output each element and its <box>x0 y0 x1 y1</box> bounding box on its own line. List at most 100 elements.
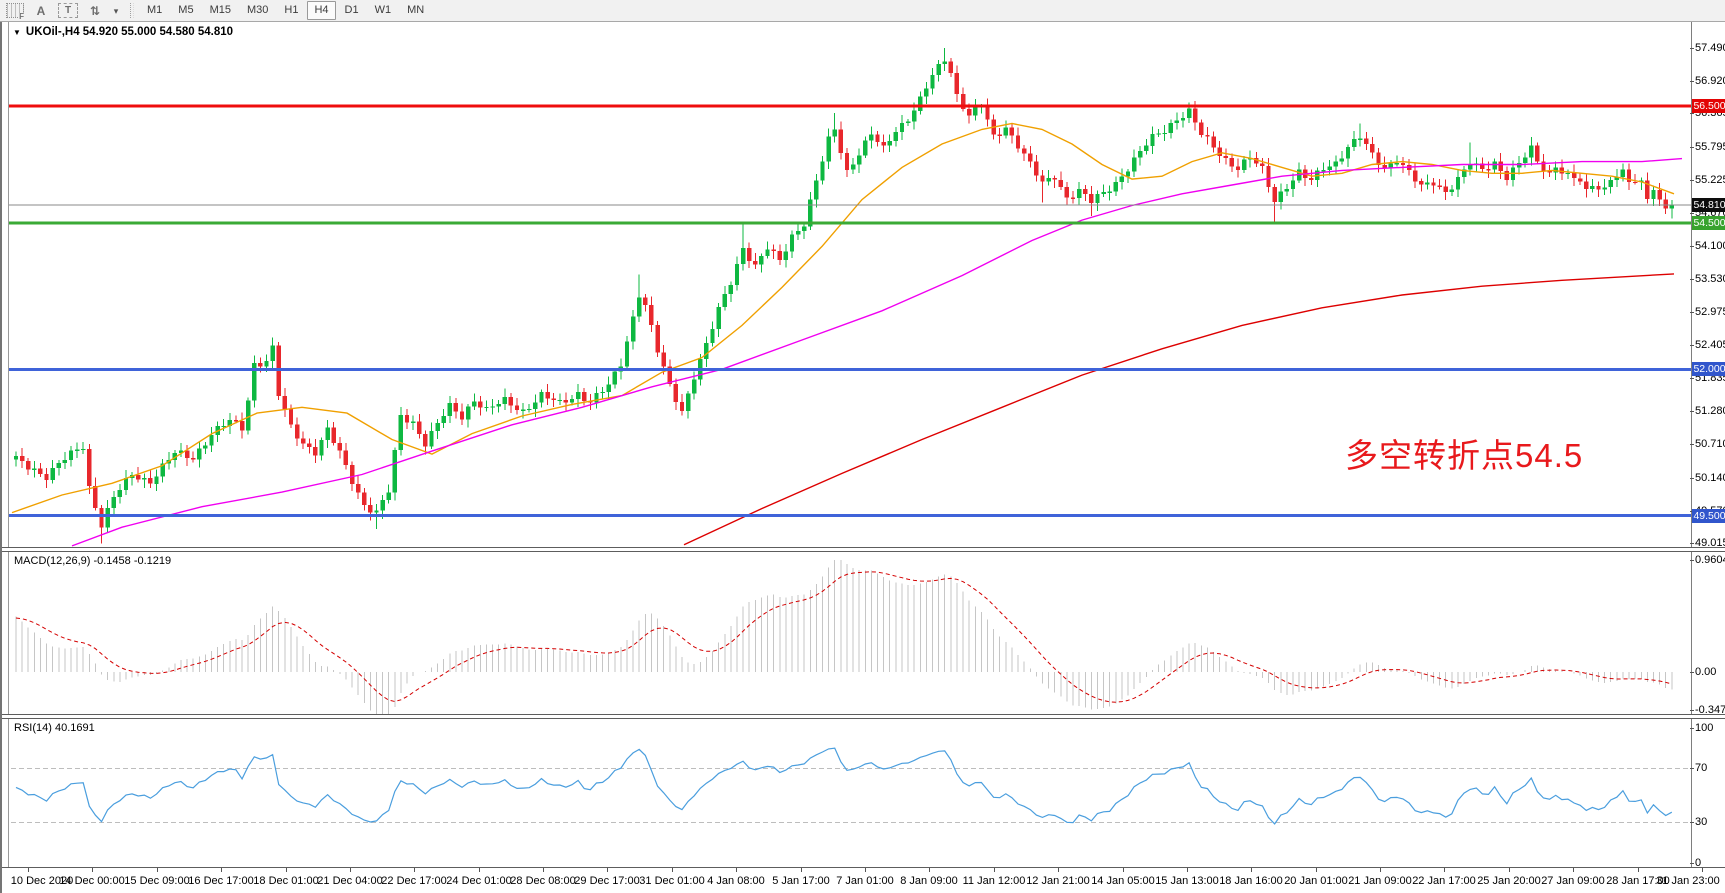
date-label: 21 Jan 09:00 <box>1348 875 1412 887</box>
price-tick-label: 52.405 <box>1690 339 1725 351</box>
date-label: 14 Jan 05:00 <box>1091 875 1155 887</box>
price-tick-label: 55.225 <box>1690 174 1725 186</box>
date-label: 16 Dec 17:00 <box>188 875 254 887</box>
date-label: 7 Jan 01:00 <box>836 875 894 887</box>
price-level-badge: 54.500 <box>1692 216 1725 230</box>
date-tick-mark <box>1251 868 1252 872</box>
price-tick-label: 54.100 <box>1690 240 1725 252</box>
date-tick-mark <box>1573 868 1574 872</box>
date-label: 28 Dec 08:00 <box>510 875 576 887</box>
date-label: 25 Jan 20:00 <box>1477 875 1541 887</box>
text-label-icon[interactable]: A <box>36 3 46 18</box>
date-label: 21 Dec 04:00 <box>317 875 383 887</box>
date-tick-mark <box>286 868 287 872</box>
date-label: 5 Jan 17:00 <box>772 875 830 887</box>
price-tick-label: 55.795 <box>1690 141 1725 153</box>
freeze-grid-icon[interactable]: F <box>6 3 24 21</box>
macd-signal-line <box>15 571 1672 703</box>
timeframe-button-h4[interactable]: H4 <box>307 1 336 20</box>
symbol-ohlc-label: UKOil-,H4 54.920 55.000 54.580 54.810 <box>25 26 234 38</box>
date-tick-mark <box>1509 868 1510 872</box>
price-level-badge: 49.500 <box>1692 509 1725 523</box>
rsi-tick-label: 100 <box>1689 722 1714 734</box>
date-label: 28 Jan 17:00 <box>1606 875 1670 887</box>
timeframe-button-m5[interactable]: M5 <box>171 1 200 20</box>
date-tick-mark <box>801 868 802 872</box>
date-tick-mark <box>1316 868 1317 872</box>
chart-annotation-text[interactable]: 多空转折点54.5 <box>1345 437 1584 474</box>
date-tick-mark <box>1702 868 1703 872</box>
macd-tick-label: 0.00 <box>1689 665 1717 678</box>
date-label: 24 Dec 01:00 <box>446 875 512 887</box>
toolbar-icon-group: F A T ⇅ ▾ <box>0 0 128 21</box>
dropdown-caret-icon[interactable]: ▾ <box>113 5 119 16</box>
timeframe-button-d1[interactable]: D1 <box>338 1 366 20</box>
symbol-header: ▼ UKOil-,H4 54.920 55.000 54.580 54.810 <box>13 26 233 38</box>
panel-divider[interactable] <box>2 547 1725 552</box>
rsi-tick-label: 30 <box>1689 816 1708 828</box>
timeframe-button-m1[interactable]: M1 <box>140 1 169 20</box>
toolbar-separator <box>130 3 134 18</box>
date-tick-mark <box>414 868 415 872</box>
macd-tick-label: 0.9604 <box>1690 554 1725 566</box>
timeframe-button-w1[interactable]: W1 <box>368 1 399 20</box>
date-label: 31 Dec 01:00 <box>639 875 705 887</box>
date-label: 31 Jan 23:00 <box>1656 875 1720 887</box>
rsi-line <box>15 747 1673 825</box>
date-label: 11 Jan 12:00 <box>962 875 1026 887</box>
ma-slow-red <box>683 273 1675 546</box>
date-tick-mark <box>543 868 544 872</box>
macd-indicator-label: MACD(12,26,9) -0.1458 -0.1219 <box>14 555 172 567</box>
timeframe-button-m15[interactable]: M15 <box>203 1 238 20</box>
ma-fast-orange <box>11 122 1675 514</box>
date-tick-mark <box>929 868 930 872</box>
price-tick-label: 53.530 <box>1690 273 1725 285</box>
chart-window: ▼ UKOil-,H4 54.920 55.000 54.580 54.810 … <box>0 22 1725 893</box>
timeframe-button-h1[interactable]: H1 <box>277 1 305 20</box>
date-tick-mark <box>28 868 29 872</box>
timeframe-toolbar: M1 M5 M15 M30 H1 H4 D1 W1 MN <box>140 0 431 21</box>
price-tick-label: 50.140 <box>1690 472 1725 484</box>
date-label: 27 Jan 09:00 <box>1541 875 1605 887</box>
date-tick-mark <box>865 868 866 872</box>
timeframe-button-mn[interactable]: MN <box>400 1 431 20</box>
date-tick-mark <box>1380 868 1381 872</box>
date-tick-mark <box>1058 868 1059 872</box>
price-tick-label: 51.280 <box>1690 405 1725 417</box>
window-left-border <box>8 22 9 892</box>
date-label: 18 Dec 01:00 <box>253 875 319 887</box>
price-level-badge: 56.500 <box>1692 99 1725 113</box>
date-label: 18 Jan 16:00 <box>1219 875 1283 887</box>
rsi-indicator-label: RSI(14) 40.1691 <box>14 722 95 734</box>
macd-tick-label: -0.3473 <box>1689 704 1725 716</box>
date-label: 10 Dec 2020 <box>10 875 74 887</box>
date-tick-mark <box>1187 868 1188 872</box>
date-label: 15 Dec 09:00 <box>124 875 190 887</box>
price-tick-label: 50.710 <box>1690 438 1725 450</box>
text-box-icon[interactable]: T <box>58 3 78 18</box>
date-axis[interactable]: 10 Dec 2020 14 Dec 00:00 15 Dec 09:00 16 De… <box>2 867 1725 893</box>
date-tick-mark <box>1638 868 1639 872</box>
macd-plot[interactable] <box>2 552 1691 714</box>
date-tick-mark <box>1123 868 1124 872</box>
panel-divider[interactable] <box>2 714 1725 719</box>
date-label: 12 Jan 21:00 <box>1026 875 1090 887</box>
collapse-triangle-icon[interactable]: ▼ <box>13 27 21 37</box>
rsi-tick-label: 70 <box>1689 762 1708 774</box>
swap-arrows-icon[interactable]: ⇅ <box>89 3 101 18</box>
timeframe-button-m30[interactable]: M30 <box>240 1 275 20</box>
date-label: 4 Jan 08:00 <box>707 875 765 887</box>
date-tick-mark <box>479 868 480 872</box>
rsi-plot[interactable] <box>2 719 1691 867</box>
date-tick-mark <box>994 868 995 872</box>
price-tick-label: 49.015 <box>1690 537 1725 549</box>
date-tick-mark <box>672 868 673 872</box>
rsi-tick-label: 0 <box>1689 857 1702 869</box>
price-tick-label: 52.975 <box>1690 306 1725 318</box>
price-level-badge: 52.000 <box>1692 362 1725 376</box>
date-label: 22 Dec 17:00 <box>381 875 447 887</box>
candlestick-plot[interactable] <box>2 22 1691 547</box>
date-label: 22 Jan 17:00 <box>1412 875 1476 887</box>
grid-glyph: F <box>6 3 24 21</box>
